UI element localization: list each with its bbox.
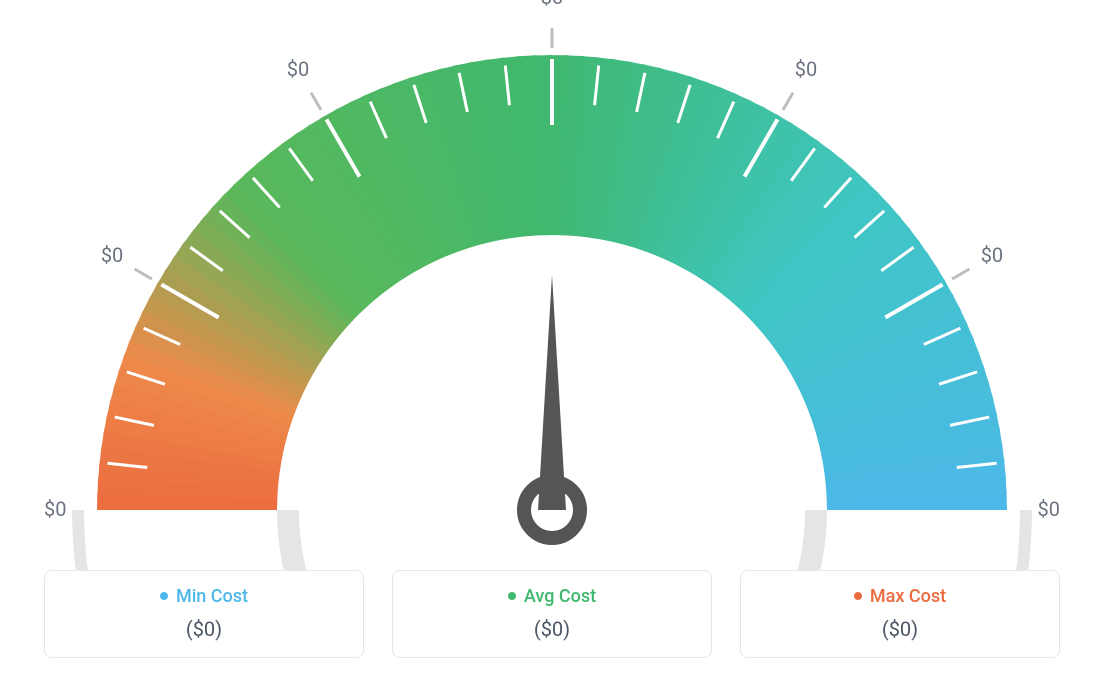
gauge-tick-label: $0	[541, 0, 563, 9]
card-max-title-row: Max Cost	[854, 586, 946, 607]
card-min-title-row: Min Cost	[160, 586, 248, 607]
gauge-major-tick	[311, 93, 321, 110]
cost-gauge: $0 $0 $0 $0 $0 $0 $0	[0, 0, 1104, 570]
gauge-major-tick	[783, 93, 793, 110]
dot-max-icon	[854, 592, 862, 600]
gauge-major-tick	[952, 269, 969, 279]
gauge-tick-label: $0	[101, 243, 123, 267]
card-min-cost: Min Cost ($0)	[44, 570, 364, 658]
gauge-needle	[538, 275, 566, 510]
gauge-tick-label: $0	[287, 57, 309, 81]
card-max-title: Max Cost	[870, 586, 946, 607]
gauge-tick-label: $0	[1038, 497, 1060, 521]
gauge-tick-label: $0	[795, 57, 817, 81]
dot-min-icon	[160, 592, 168, 600]
card-min-value: ($0)	[63, 617, 345, 641]
card-max-value: ($0)	[759, 617, 1041, 641]
gauge-major-tick	[135, 269, 152, 279]
card-avg-title: Avg Cost	[524, 586, 596, 607]
gauge-tick-label: $0	[44, 497, 66, 521]
card-avg-cost: Avg Cost ($0)	[392, 570, 712, 658]
card-min-title: Min Cost	[176, 586, 248, 607]
card-max-cost: Max Cost ($0)	[740, 570, 1060, 658]
gauge-tick-label: $0	[981, 243, 1003, 267]
legend-cards: Min Cost ($0) Avg Cost ($0) Max Cost ($0…	[0, 570, 1104, 658]
card-avg-title-row: Avg Cost	[508, 586, 596, 607]
card-avg-value: ($0)	[411, 617, 693, 641]
dot-avg-icon	[508, 592, 516, 600]
gauge-svg: $0 $0 $0 $0 $0 $0 $0	[0, 0, 1104, 570]
